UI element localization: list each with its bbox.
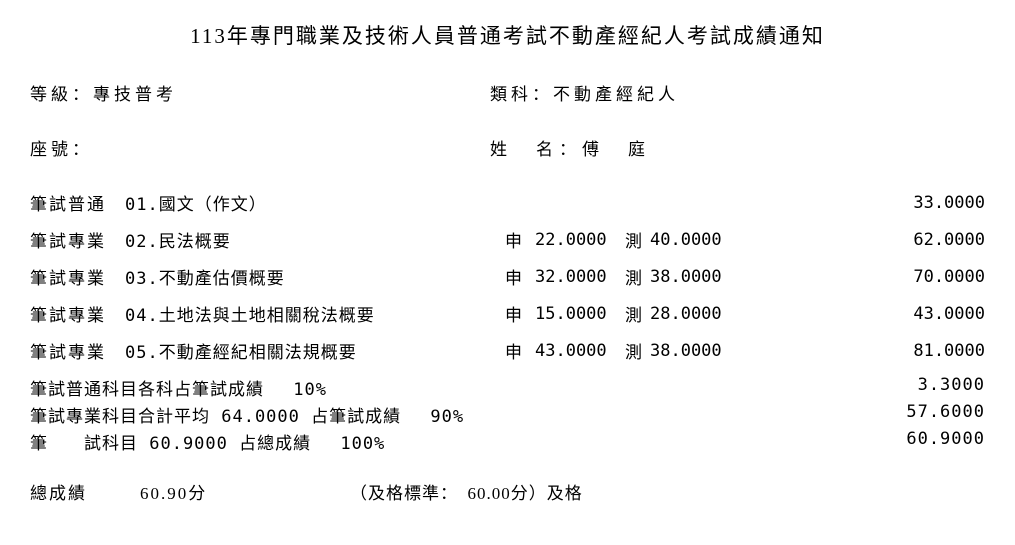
shen-score: 32.0000: [535, 267, 625, 287]
level-section: 等級：專技普考: [30, 80, 490, 105]
subject-type: 筆試專業: [30, 301, 125, 326]
name-label: 姓 名：: [490, 140, 582, 159]
ce-score: 38.0000: [650, 267, 770, 287]
level-label: 等級：: [30, 85, 93, 104]
subject-row: 筆試專業04.土地法與土地相關稅法概要申15.0000測28.0000 43.00…: [30, 301, 985, 326]
subject-type: 筆試普通: [30, 190, 125, 215]
ce-score: 38.0000: [650, 341, 770, 361]
seat-section: 座號：: [30, 135, 490, 160]
subject-name: 03.不動產估價概要: [125, 264, 505, 289]
subject-name: 02.民法概要: [125, 227, 505, 252]
final-standard: （及格標準： 60.00分）及格: [350, 479, 583, 504]
summary-general-text: 筆試普通科目各科占筆試成績 10%: [30, 375, 630, 400]
ce-score: 40.0000: [650, 230, 770, 250]
level-category-row: 等級：專技普考 類科：不動產經紀人: [30, 80, 985, 105]
summary-row-general: 筆試普通科目各科占筆試成績 10% 3.3000: [30, 375, 985, 400]
subject-row: 筆試專業05.不動產經紀相關法規概要申43.0000測38.0000 81.000…: [30, 338, 985, 363]
shen-label: 申: [505, 264, 535, 289]
subject-type: 筆試專業: [30, 264, 125, 289]
shen-score: 15.0000: [535, 304, 625, 324]
shen-score: 43.0000: [535, 341, 625, 361]
subject-name: 05.不動產經紀相關法規概要: [125, 338, 505, 363]
subject-total: 43.0000: [865, 304, 985, 324]
page-title: 113年專門職業及技術人員普通考試不動產經紀人考試成績通知: [30, 20, 985, 50]
subject-row: 筆試普通01.國文（作文） 33.0000: [30, 190, 985, 215]
shen-label: 申: [505, 227, 535, 252]
summary-professional-text: 筆試專業科目合計平均 64.0000 占筆試成績 90%: [30, 402, 630, 427]
summary-row-professional: 筆試專業科目合計平均 64.0000 占筆試成績 90% 57.6000: [30, 402, 985, 427]
summary-general-value: 3.3000: [885, 375, 985, 400]
category-label: 類科：: [490, 85, 553, 104]
subject-row: 筆試專業02.民法概要申22.0000測40.0000 62.0000: [30, 227, 985, 252]
subject-total: 81.0000: [865, 341, 985, 361]
category-value: 不動產經紀人: [553, 85, 679, 104]
subject-total: 33.0000: [865, 193, 985, 213]
seat-name-row: 座號： 姓 名：傅 庭: [30, 135, 985, 160]
level-value: 專技普考: [93, 85, 177, 104]
final-result-row: 總成績 60.90分 （及格標準： 60.00分）及格: [30, 479, 985, 504]
ce-label: 測: [625, 338, 650, 363]
summary-written-text: 筆 試科目 60.9000 占總成績 100%: [30, 429, 630, 454]
subject-type: 筆試專業: [30, 227, 125, 252]
subject-total: 62.0000: [865, 230, 985, 250]
ce-label: 測: [625, 227, 650, 252]
summary-row-written: 筆 試科目 60.9000 占總成績 100% 60.9000: [30, 429, 985, 454]
summary-written-value: 60.9000: [885, 429, 985, 454]
subject-name: 01.國文（作文）: [125, 190, 505, 215]
subject-name: 04.土地法與土地相關稅法概要: [125, 301, 505, 326]
subject-row: 筆試專業03.不動產估價概要申32.0000測38.0000 70.0000: [30, 264, 985, 289]
name-section: 姓 名：傅 庭: [490, 135, 651, 160]
final-label: 總成績: [30, 479, 140, 504]
shen-score: 22.0000: [535, 230, 625, 250]
ce-label: 測: [625, 264, 650, 289]
ce-score: 28.0000: [650, 304, 770, 324]
seat-label: 座號：: [30, 140, 93, 159]
shen-label: 申: [505, 301, 535, 326]
subject-type: 筆試專業: [30, 338, 125, 363]
name-value: 傅 庭: [582, 140, 651, 159]
summary-professional-value: 57.6000: [885, 402, 985, 427]
final-score: 60.90分: [140, 479, 350, 504]
subject-total: 70.0000: [865, 267, 985, 287]
category-section: 類科：不動產經紀人: [490, 80, 679, 105]
ce-label: 測: [625, 301, 650, 326]
shen-label: 申: [505, 338, 535, 363]
